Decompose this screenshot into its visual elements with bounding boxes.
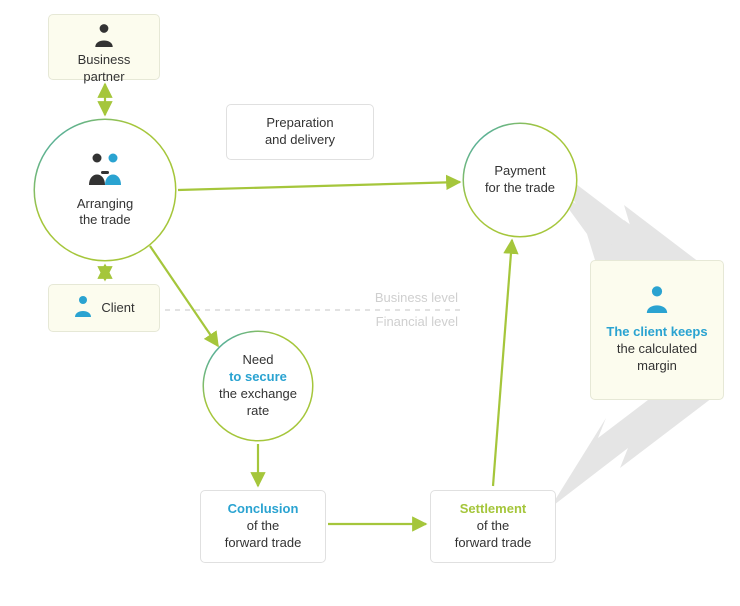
- node-client: Client: [48, 284, 160, 332]
- edge-settlement-payment: [493, 240, 512, 486]
- diagram-stage: Business partner Client Arranging: [0, 0, 740, 606]
- preparation-label: Preparation and delivery: [239, 115, 361, 149]
- payment-label: Payment for the trade: [475, 163, 565, 197]
- settlement-post: of the forward trade: [455, 518, 532, 550]
- node-need-secure: Need to secure the exchange rate: [204, 332, 312, 440]
- node-conclusion: Conclusion of the forward trade: [200, 490, 326, 563]
- need-secure-post: the exchange rate: [219, 386, 297, 418]
- client-label: Client: [101, 300, 134, 317]
- need-secure-pre: Need: [242, 352, 273, 367]
- edge-arranging-payment: [178, 182, 460, 190]
- node-arranging: Arranging the trade: [35, 120, 175, 260]
- person-icon: [644, 285, 670, 318]
- edge-arranging-need: [150, 246, 218, 346]
- conclusion-highlight: Conclusion: [228, 501, 299, 516]
- node-payment: Payment for the trade: [464, 124, 576, 236]
- node-preparation: Preparation and delivery: [226, 104, 374, 160]
- conclusion-post: of the forward trade: [225, 518, 302, 550]
- financial-level-label: Financial level: [330, 314, 458, 329]
- business-level-label: Business level: [330, 290, 458, 305]
- handshake-icon: [83, 151, 127, 192]
- business-partner-label: Business partner: [59, 52, 149, 86]
- keeps-highlight: The client keeps: [606, 324, 707, 341]
- person-icon: [73, 295, 93, 322]
- node-business-partner: Business partner: [48, 14, 160, 80]
- keeps-post: the calculated margin: [617, 341, 697, 375]
- node-client-keeps: The client keeps the calculated margin: [590, 260, 724, 400]
- need-secure-highlight: to secure: [229, 369, 287, 384]
- arranging-label: Arranging the trade: [67, 196, 143, 230]
- need-secure-label: Need to secure the exchange rate: [209, 352, 307, 420]
- person-icon: [93, 23, 115, 52]
- node-settlement: Settlement of the forward trade: [430, 490, 556, 563]
- settlement-highlight: Settlement: [460, 501, 526, 516]
